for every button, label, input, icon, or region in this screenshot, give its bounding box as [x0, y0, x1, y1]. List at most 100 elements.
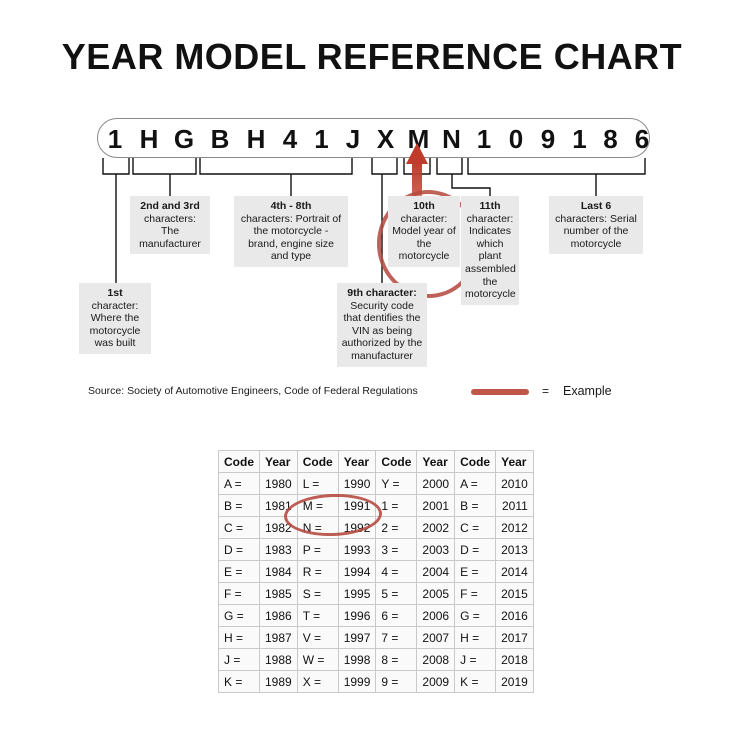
bracket-11th [436, 158, 463, 175]
cell-code: A = [218, 472, 260, 495]
vin-char-5: H [246, 124, 266, 154]
table-row: J = 1988 W = 1998 8 = 2008 J = 2018 [218, 648, 534, 671]
cell-code: 4 = [375, 560, 418, 583]
cell-code: 6 = [375, 604, 418, 627]
label-11th-character: 11th character: Indicates which plant as… [461, 196, 519, 305]
label-2nd-3rd-characters: 2nd and 3rd characters: The manufacturer [130, 196, 210, 255]
table-row: K = 1989 X = 1999 9 = 2009 K = 2019 [218, 670, 534, 693]
table-row: H = 1987 V = 1997 7 = 2007 H = 2017 [218, 626, 534, 649]
cell-code: 8 = [375, 648, 418, 671]
cell-year: 1994 [337, 560, 377, 583]
cell-code: 2 = [375, 516, 418, 539]
label-2nd-3rd-head: 2nd and 3rd [140, 200, 200, 212]
cell-code: W = [296, 648, 339, 671]
label-1st-head: 1st [107, 287, 123, 299]
bracket-4th-8th [199, 158, 353, 175]
code-year-table: Code Year Code Year Code Year Code Year A = 1980… [218, 450, 534, 693]
cell-code: 1 = [375, 494, 418, 517]
bracket-last6 [467, 158, 646, 175]
vin-char-11: N [442, 124, 461, 154]
cell-year: 1993 [337, 538, 377, 561]
cell-year: 1986 [259, 604, 298, 627]
table-header-code-4: Code [454, 450, 497, 473]
table-header-code-2: Code [296, 450, 339, 473]
cell-year: 2019 [495, 670, 534, 693]
cell-year: 2005 [416, 582, 456, 605]
cell-year: 1989 [259, 670, 298, 693]
table-row: C = 1982 N = 1992 2 = 2002 C = 2012 [218, 516, 534, 539]
table-header-code-1: Code [218, 450, 260, 473]
table-header-row: Code Year Code Year Code Year Code Year [218, 450, 534, 473]
cell-year: 1992 [337, 516, 377, 539]
vin-char-3: G [173, 124, 195, 154]
table-header-code-3: Code [375, 450, 418, 473]
cell-year: 2016 [495, 604, 534, 627]
cell-code: R = [296, 560, 339, 583]
cell-code: A = [454, 472, 497, 495]
cell-code: X = [296, 670, 339, 693]
table-row: D = 1983 P = 1993 3 = 2003 D = 2013 [218, 538, 534, 561]
cell-code: K = [218, 670, 260, 693]
table-header-year-1: Year [259, 450, 298, 473]
label-last6-body: characters: Serial number of the motorcy… [555, 212, 637, 250]
label-4th-8th-head: 4th - 8th [270, 200, 312, 212]
label-9th-head: 9th character: [347, 287, 417, 299]
cell-year: 1980 [259, 472, 298, 495]
cell-year: 1981 [259, 494, 298, 517]
bracket-1st [102, 158, 130, 175]
cell-code: F = [454, 582, 497, 605]
table-row: G = 1986 T = 1996 6 = 2006 G = 2016 [218, 604, 534, 627]
vin-char-4: B [210, 124, 230, 154]
cell-code: K = [454, 670, 497, 693]
cell-code: 7 = [375, 626, 418, 649]
table-body: A = 1980 L = 1990 Y = 2000 A = 2010 B = 1981 M = 19… [218, 472, 534, 693]
cell-year: 1991 [337, 494, 377, 517]
cell-year: 1988 [259, 648, 298, 671]
cell-code: N = [296, 516, 339, 539]
cell-year: 1997 [337, 626, 377, 649]
cell-code: 5 = [375, 582, 418, 605]
cell-year: 2018 [495, 648, 534, 671]
cell-year: 2012 [495, 516, 534, 539]
cell-year: 1987 [259, 626, 298, 649]
cell-year: 1999 [337, 670, 377, 693]
cell-code: B = [218, 494, 260, 517]
cell-year: 1996 [337, 604, 377, 627]
label-11th-body: character: Indicates which plant assembl… [465, 212, 516, 301]
vin-char-12: 1 [476, 124, 492, 154]
cell-year: 2006 [416, 604, 456, 627]
label-10th-character: 10th character: Model year of the motorc… [388, 196, 460, 267]
cell-year: 2011 [495, 494, 534, 517]
cell-code: C = [218, 516, 260, 539]
cell-year: 1998 [337, 648, 377, 671]
cell-code: B = [454, 494, 497, 517]
vin-char-6: 4 [282, 124, 298, 154]
cell-code: Y = [375, 472, 418, 495]
bracket-10th [403, 158, 431, 175]
vin-char-9: X [376, 124, 395, 154]
label-4th-8th-body: characters: Portrait of the motorcycle -… [240, 212, 342, 263]
table-row: F = 1985 S = 1995 5 = 2005 F = 2015 [218, 582, 534, 605]
cell-code: H = [218, 626, 260, 649]
label-1st-character: 1st character: Where the motorcycle was … [79, 283, 151, 354]
cell-code: T = [296, 604, 339, 627]
table-row: A = 1980 L = 1990 Y = 2000 A = 2010 [218, 472, 534, 495]
cell-year: 2010 [495, 472, 534, 495]
label-last6-head: Last 6 [580, 200, 612, 212]
cell-year: 1995 [337, 582, 377, 605]
vin-char-15: 1 [572, 124, 587, 154]
cell-year: 1983 [259, 538, 298, 561]
cell-code: E = [454, 560, 497, 583]
cell-year: 2000 [416, 472, 456, 495]
label-last-6-characters: Last 6 characters: Serial number of the … [549, 196, 643, 255]
cell-code: D = [218, 538, 260, 561]
cell-code: J = [454, 648, 497, 671]
vin-char-8: J [345, 124, 361, 154]
bracket-2nd-3rd [132, 158, 197, 175]
cell-year: 1990 [337, 472, 377, 495]
label-10th-body: character: Model year of the motorcycle [392, 212, 456, 263]
cell-code: C = [454, 516, 497, 539]
